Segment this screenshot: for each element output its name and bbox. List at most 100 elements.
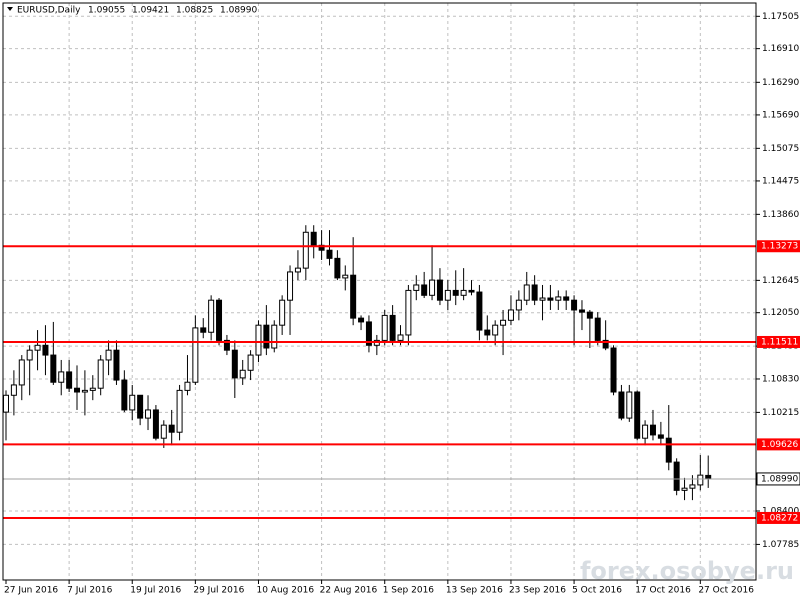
- level-label: 1.13273: [761, 242, 798, 252]
- candle-body: [547, 297, 554, 301]
- candle-body: [168, 424, 175, 433]
- candle-body: [137, 394, 144, 419]
- level-label: 1.09626: [761, 440, 798, 450]
- header-value: 1.08825: [176, 6, 213, 16]
- y-tick-label: 1.12050: [762, 308, 799, 318]
- candle-body: [413, 284, 420, 291]
- candle-body: [405, 289, 412, 336]
- candle-body: [571, 299, 578, 311]
- y-tick-label: 1.12645: [762, 276, 799, 286]
- candle-body: [42, 344, 49, 356]
- level-tag: [757, 240, 800, 253]
- candle-body: [184, 381, 191, 391]
- header-value: 1.09421: [132, 6, 169, 16]
- y-tick-label: 1.08400: [762, 506, 799, 516]
- candle-body: [555, 296, 562, 301]
- candle-body: [239, 369, 246, 379]
- current-price-tag: [756, 472, 800, 486]
- candle-body: [634, 391, 641, 439]
- candle-body: [563, 296, 570, 301]
- level-tag: [757, 438, 800, 451]
- candle-body: [263, 324, 270, 349]
- candle-body: [160, 424, 167, 439]
- candle-body: [271, 324, 278, 349]
- y-tick-label: 1.13860: [762, 210, 799, 220]
- menu-arrow[interactable]: [7, 7, 13, 11]
- candle-body: [176, 389, 183, 433]
- header-value: 1.08990: [220, 6, 257, 16]
- candle-body: [531, 284, 538, 301]
- candle-body: [460, 289, 467, 296]
- candle-body: [34, 344, 41, 351]
- candle-body: [231, 349, 238, 379]
- candle-body: [74, 387, 81, 393]
- candle-body: [649, 424, 656, 436]
- level-label: 1.11511: [761, 337, 798, 347]
- candle-body: [145, 409, 152, 419]
- candle-body: [602, 339, 609, 349]
- candle-body: [50, 354, 57, 383]
- candle-body: [10, 384, 17, 396]
- x-tick-label: 17 Oct 2016: [635, 586, 691, 596]
- candle-body: [18, 359, 25, 386]
- candle-body: [208, 299, 215, 333]
- candle-body: [302, 231, 309, 269]
- y-tick-label: 1.10830: [762, 374, 799, 384]
- candle-body: [192, 327, 199, 383]
- candle-body: [342, 274, 349, 279]
- candle-body: [81, 389, 88, 393]
- x-tick-label: 1 Sep 2016: [383, 586, 435, 596]
- y-tick-label: 1.15690: [762, 110, 799, 120]
- candle-body: [310, 231, 317, 246]
- candle-body: [468, 289, 475, 293]
- candle-body: [594, 317, 601, 341]
- x-tick-label: 27 Jun 2016: [4, 586, 58, 596]
- candle-body: [365, 321, 372, 346]
- candle-body: [334, 257, 341, 279]
- candle-body: [586, 311, 593, 319]
- candle-body: [105, 349, 112, 361]
- y-tick-label: 1.14475: [762, 176, 799, 186]
- candle-body: [216, 299, 223, 341]
- candle-body: [66, 371, 73, 389]
- candle-body: [436, 279, 443, 301]
- x-tick-label: 19 Jul 2016: [130, 586, 181, 596]
- candle-body: [279, 299, 286, 326]
- candle-body: [515, 299, 522, 311]
- candle-body: [97, 359, 104, 389]
- candle-body: [89, 387, 96, 391]
- candle-body: [200, 327, 207, 333]
- header-value: 1.09055: [88, 6, 125, 16]
- candle-body: [152, 409, 159, 439]
- candle-body: [358, 317, 365, 323]
- x-tick-label: 7 Jul 2016: [67, 586, 112, 596]
- candle-body: [665, 437, 672, 463]
- candle-body: [626, 391, 633, 419]
- candle-body: [476, 291, 483, 331]
- x-tick-label: 5 Oct 2016: [572, 586, 622, 596]
- x-tick-label: 10 Aug 2016: [256, 586, 314, 596]
- y-tick-label: 1.17505: [762, 12, 799, 22]
- candle-body: [500, 319, 507, 326]
- candle-body: [287, 271, 294, 301]
- symbol: EURUSD,Daily: [17, 6, 81, 16]
- candle-body: [539, 297, 546, 301]
- candle-body: [381, 314, 388, 341]
- y-tick-label: 1.15075: [762, 144, 799, 154]
- candle-body: [452, 289, 459, 296]
- candle-body: [492, 324, 499, 336]
- y-tick-label: 1.10215: [762, 408, 799, 418]
- plot-layer: [3, 3, 756, 580]
- level-tag: [757, 335, 800, 348]
- plot-frame: [2, 2, 757, 581]
- candle-body: [397, 334, 404, 341]
- level-tag: [757, 511, 800, 524]
- candle-body: [26, 349, 33, 361]
- candle-body: [523, 284, 530, 301]
- candle-body: [657, 434, 664, 439]
- watermark: forex.osobye.ru: [580, 557, 794, 585]
- candle-body: [429, 279, 436, 296]
- x-tick-label: 13 Sep 2016: [446, 586, 503, 596]
